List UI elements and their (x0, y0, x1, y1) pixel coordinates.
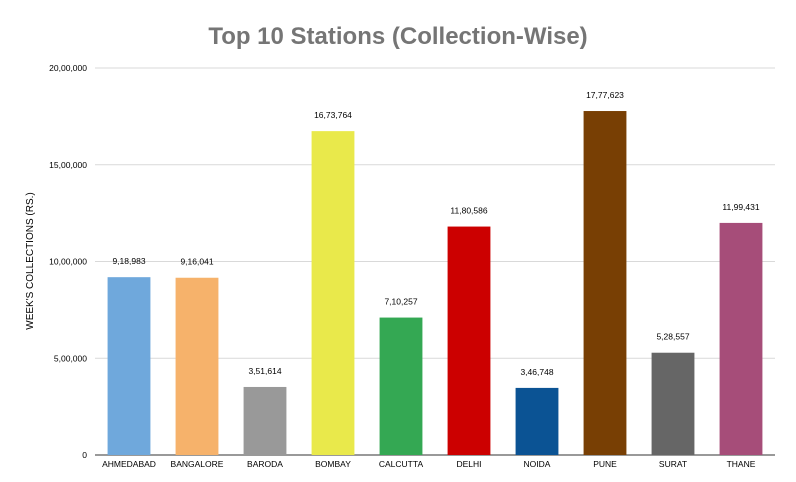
bar-bombay (311, 131, 355, 456)
bar-baroda (243, 386, 287, 455)
chart-title: Top 10 Stations (Collection-Wise) (208, 23, 587, 50)
y-axis-label: WEEK'S COLLECTIONS (RS.) (25, 192, 36, 330)
x-tick-label-delhi: DELHI (456, 459, 481, 469)
x-tick-label-calcutta: CALCUTTA (379, 459, 424, 469)
x-tick-label-bombay: BOMBAY (315, 459, 351, 469)
y-tick-label: 5,00,000 (54, 353, 87, 363)
data-label-bangalore: 9,16,041 (180, 257, 213, 267)
bar-surat (651, 352, 695, 455)
data-label-ahmedabad: 9,18,983 (112, 256, 145, 266)
data-label-calcutta: 7,10,257 (384, 297, 417, 307)
bar-bangalore (175, 277, 219, 455)
data-label-delhi: 11,80,586 (450, 206, 487, 216)
y-tick-label: 10,00,000 (49, 257, 87, 267)
data-label-surat: 5,28,557 (656, 332, 689, 342)
data-label-bombay: 16,73,764 (314, 110, 352, 120)
y-tick-label: 0 (82, 450, 87, 460)
x-tick-label-baroda: BARODA (247, 459, 283, 469)
data-label-baroda: 3,51,614 (248, 366, 281, 376)
bars (107, 111, 763, 456)
x-tick-label-thane: THANE (727, 459, 756, 469)
y-tick-label: 20,00,000 (49, 63, 87, 73)
bar-delhi (447, 226, 491, 455)
bar-calcutta (379, 317, 423, 455)
x-tick-label-surat: SURAT (659, 459, 687, 469)
data-labels: 9,18,983 9,16,041 3,51,614 16,73,764 7,10,25… (112, 90, 759, 377)
data-label-pune: 17,77,623 (586, 90, 624, 100)
data-label-thane: 11,99,431 (722, 202, 759, 212)
x-axis-ticks: AHMEDABAD BANGALORE BARODA BOMBAY CALCUTTA DE… (102, 459, 756, 469)
x-tick-label-ahmedabad: AHMEDABAD (102, 459, 156, 469)
bar-thane (719, 222, 763, 455)
x-tick-label-noida: NOIDA (524, 459, 551, 469)
bar-noida (515, 387, 559, 455)
y-axis-ticks: 0 5,00,000 10,00,000 15,00,000 20,00,000 (49, 63, 87, 460)
bar-pune (583, 111, 627, 455)
bar-ahmedabad (107, 277, 151, 455)
x-tick-label-bangalore: BANGALORE (171, 459, 224, 469)
y-tick-label: 15,00,000 (49, 160, 87, 170)
data-label-noida: 3,46,748 (520, 367, 553, 377)
x-tick-label-pune: PUNE (593, 459, 617, 469)
